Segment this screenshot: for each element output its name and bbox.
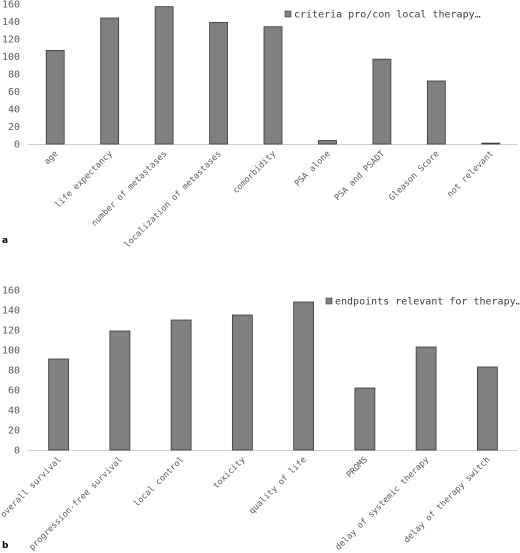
x-tick-label: not relevant <box>445 149 496 200</box>
y-tick-label: 160 <box>2 0 20 11</box>
bar <box>415 346 437 451</box>
panel-label: b <box>2 541 9 551</box>
x-tick-label: Gleason Score <box>387 149 441 203</box>
bar <box>109 330 131 451</box>
bar <box>354 387 376 451</box>
y-tick-label: 120 <box>2 326 20 337</box>
y-tick-label: 120 <box>2 35 20 46</box>
bar <box>48 358 70 451</box>
y-tick-label: 100 <box>2 52 20 63</box>
x-tick-label: PSA alone <box>293 149 333 189</box>
legend-swatch <box>284 10 292 18</box>
x-tick-label: life expectancy <box>53 149 114 210</box>
x-tick-label: overall survival <box>0 455 64 520</box>
y-tick-label: 140 <box>2 306 20 317</box>
y-tick-label: 0 <box>14 140 20 151</box>
bar <box>231 314 253 451</box>
bar <box>372 58 392 145</box>
x-tick-label: quality of life <box>247 455 308 516</box>
bar <box>263 26 283 145</box>
bar <box>100 17 120 145</box>
x-tick-label: local control <box>132 455 186 509</box>
x-tick-label: comorbidity <box>231 149 278 196</box>
bar <box>209 21 228 145</box>
bar <box>426 80 446 145</box>
x-tick-label: PROMS <box>345 455 370 480</box>
y-tick-label: 80 <box>8 70 20 81</box>
y-tick-label: 20 <box>8 426 20 437</box>
legend-entry: endpoints relevant for therapy… <box>335 297 520 308</box>
y-tick-label: 0 <box>14 446 20 457</box>
y-tick-label: 60 <box>8 386 20 397</box>
y-tick-label: 60 <box>8 87 20 98</box>
bar <box>476 366 498 451</box>
legend-entry: criteria pro/con local therapy… <box>294 10 481 21</box>
y-tick-label: 20 <box>8 122 20 133</box>
y-tick-label: 80 <box>8 366 20 377</box>
x-tick-label: PSA and PSADT <box>333 149 387 203</box>
bar <box>293 301 315 451</box>
x-tick-label: toxicity <box>211 455 247 491</box>
y-tick-label: 140 <box>2 17 20 28</box>
legend-swatch <box>325 297 333 305</box>
bar <box>45 49 65 145</box>
bar <box>318 140 337 145</box>
bar <box>481 142 501 145</box>
y-tick-label: 40 <box>8 406 20 417</box>
x-tick-label: localization of metastases <box>123 149 224 250</box>
y-tick-label: 40 <box>8 105 20 116</box>
bar <box>154 6 174 145</box>
bar <box>170 319 192 451</box>
x-tick-label: age <box>42 149 60 167</box>
y-tick-label: 100 <box>2 346 20 357</box>
panel-label: a <box>2 236 8 246</box>
y-tick-label: 160 <box>2 286 20 297</box>
